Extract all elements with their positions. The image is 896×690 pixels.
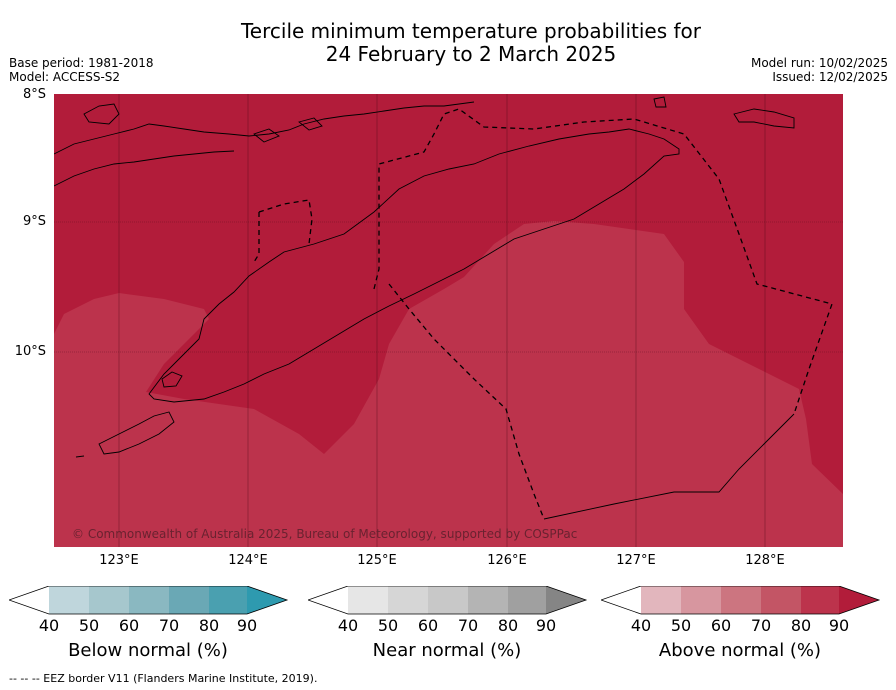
cbar-near-tick: 40	[337, 616, 359, 635]
lat-label-8s: 8°S	[22, 87, 46, 102]
cbar-near-arrow-high	[546, 586, 586, 614]
coast-savu	[161, 371, 183, 388]
coast-flores-south	[54, 150, 235, 187]
lat-label-10s: 10°S	[14, 344, 46, 359]
cbar-above-60-70	[721, 586, 761, 614]
cbar-below-tick: 80	[198, 616, 220, 635]
cbar-above-tick: 90	[828, 616, 850, 635]
cbar-below-arrow-high	[247, 586, 287, 614]
cbar-near-tick: 90	[535, 616, 557, 635]
cbar-below-tick: 90	[236, 616, 258, 635]
cbar-near-tick: 50	[377, 616, 399, 635]
coast-islands-north	[83, 103, 323, 143]
cbar-below-tick: 40	[38, 616, 60, 635]
cbar-above-tick: 50	[670, 616, 692, 635]
map-title: Tercile minimum temperature probabilitie…	[0, 20, 896, 66]
cbar-below-80-90	[209, 586, 247, 614]
cbar-above-40-50	[641, 586, 681, 614]
cbar-above-tick: 40	[630, 616, 652, 635]
cbar-below-tick: 60	[118, 616, 140, 635]
coast-australia-shelf	[543, 413, 795, 520]
lat-label-9s: 9°S	[22, 214, 46, 229]
coast-flores-alor	[54, 101, 475, 155]
cbar-below-title: Below normal (%)	[68, 640, 228, 661]
title-line-2: 24 February to 2 March 2025	[325, 42, 617, 66]
lon-label-127e: 127°E	[616, 553, 656, 568]
cbar-near-50-60	[388, 586, 428, 614]
model-name: Model: ACCESS-S2	[9, 70, 121, 84]
cbar-above-tick: 80	[790, 616, 812, 635]
title-line-1: Tercile minimum temperature probabilitie…	[240, 19, 702, 43]
coast-rote	[75, 411, 175, 458]
cbar-below-40-50	[49, 586, 89, 614]
cbar-above-50-60	[681, 586, 721, 614]
cbar-above-arrow-high	[839, 586, 879, 614]
cbar-below-70-80	[169, 586, 209, 614]
cbar-below-50-60	[89, 586, 129, 614]
colorbar-above-normal	[601, 586, 881, 615]
prob-80-region	[54, 221, 843, 547]
cbar-below-tick: 50	[78, 616, 100, 635]
cbar-near-title: Near normal (%)	[372, 640, 522, 661]
coast-wetar	[653, 96, 795, 129]
cbar-above-80-90	[801, 586, 839, 614]
cbar-above-70-80	[761, 586, 801, 614]
lon-label-126e: 126°E	[487, 553, 527, 568]
cbar-near-40-50	[348, 586, 388, 614]
cbar-near-tick: 60	[417, 616, 439, 635]
cbar-below-60-70	[129, 586, 169, 614]
cbar-near-tick: 70	[457, 616, 479, 635]
colorbar-near-normal	[308, 586, 588, 615]
coast-timor	[148, 128, 680, 403]
cbar-below-arrow-low	[9, 586, 49, 614]
lon-label-124e: 124°E	[228, 553, 268, 568]
coastlines	[54, 96, 795, 520]
meta-right: Model run: 10/02/2025 Issued: 12/02/2025	[751, 56, 888, 84]
lon-label-123e: 123°E	[99, 553, 139, 568]
lon-label-125e: 125°E	[357, 553, 397, 568]
issued-date: Issued: 12/02/2025	[772, 70, 888, 84]
cbar-near-arrow-low	[308, 586, 348, 614]
cbar-above-title: Above normal (%)	[658, 640, 822, 661]
cbar-above-tick: 70	[750, 616, 772, 635]
grid-lines	[54, 94, 843, 547]
eez-legend-note: -- -- -- EEZ border V11 (Flanders Marine…	[9, 672, 318, 685]
map-copyright: © Commonwealth of Australia 2025, Bureau…	[72, 527, 577, 541]
cbar-near-80-90	[508, 586, 546, 614]
cbar-near-70-80	[468, 586, 508, 614]
cbar-above-arrow-low	[601, 586, 641, 614]
probability-map: © Commonwealth of Australia 2025, Bureau…	[54, 94, 843, 547]
base-period: Base period: 1981-2018	[9, 56, 154, 70]
lon-label-128e: 128°E	[745, 553, 785, 568]
meta-left: Base period: 1981-2018 Model: ACCESS-S2	[9, 56, 154, 84]
colorbar-below-normal	[9, 586, 289, 615]
model-run: Model run: 10/02/2025	[750, 56, 888, 70]
cbar-above-tick: 60	[710, 616, 732, 635]
cbar-near-tick: 80	[497, 616, 519, 635]
cbar-below-tick: 70	[158, 616, 180, 635]
cbar-near-60-70	[428, 586, 468, 614]
